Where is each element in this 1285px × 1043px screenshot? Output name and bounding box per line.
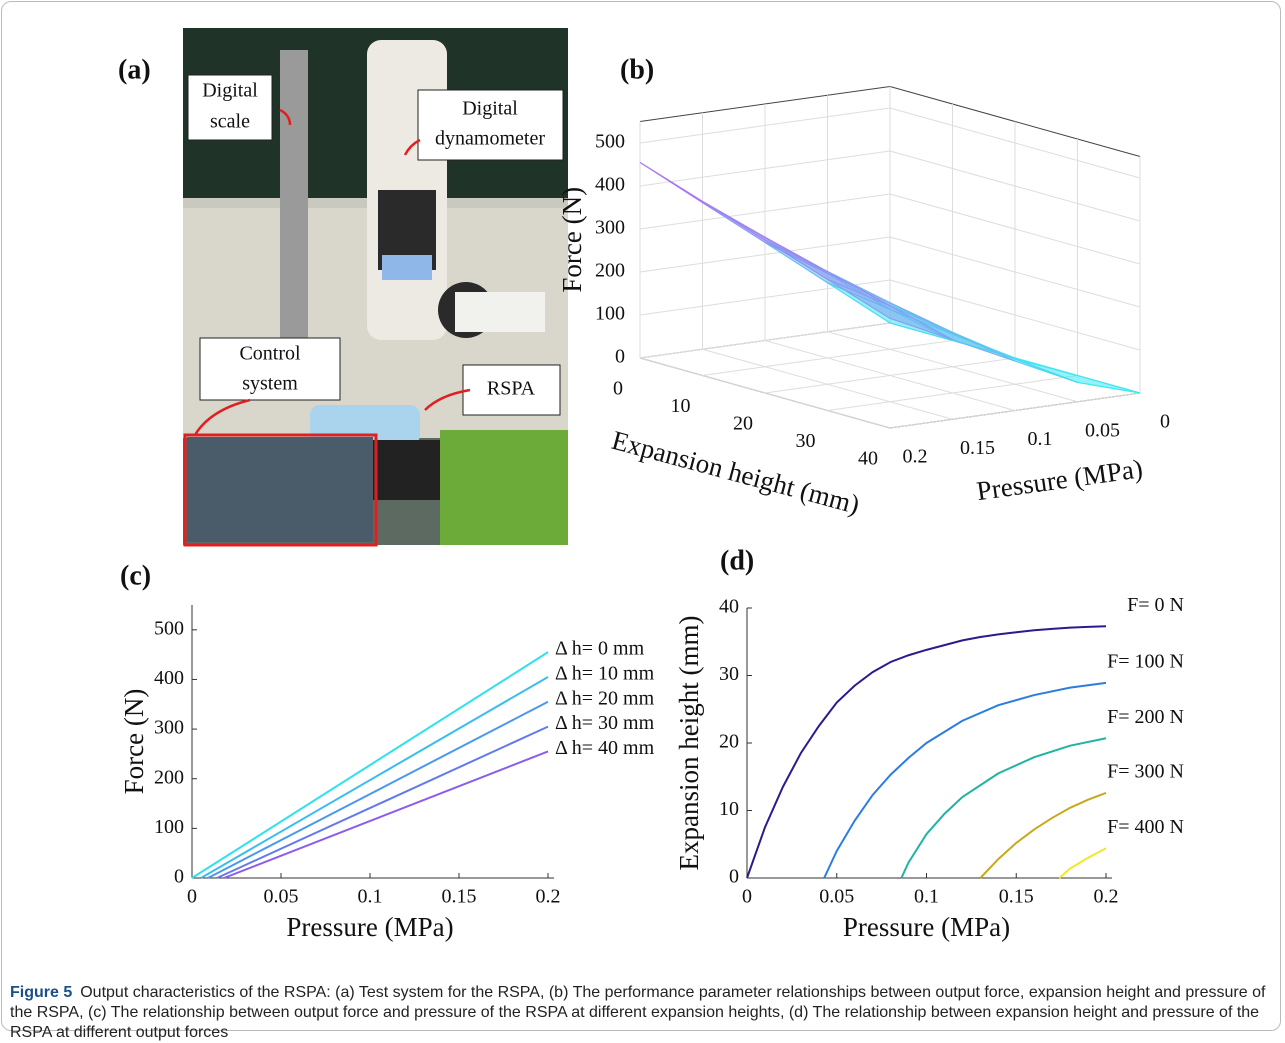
series-line	[207, 700, 549, 879]
series-line	[979, 792, 1107, 879]
series-line	[216, 725, 549, 879]
x-axis-label: Pressure (MPa)	[286, 912, 453, 942]
y-tick-label: 20	[733, 413, 753, 435]
grid-line	[889, 392, 1141, 429]
series-label: F= 100 N	[1107, 651, 1184, 673]
annotation-box	[187, 74, 273, 141]
red-box	[183, 433, 378, 547]
control-box	[187, 437, 373, 542]
annotation: Digital	[202, 80, 258, 102]
y-tick-label: 30	[719, 663, 739, 685]
x-tick-label: 0.05	[819, 886, 854, 908]
grid-line	[639, 322, 891, 359]
y-tick-label: 100	[154, 816, 184, 838]
annotation-box	[199, 337, 341, 401]
annotation: Digital	[462, 98, 518, 120]
socket	[455, 292, 545, 332]
series-line	[223, 750, 549, 879]
series-line	[1058, 847, 1107, 879]
y-tick-label: 0	[613, 378, 623, 400]
annotation: system	[242, 373, 298, 395]
arrow	[193, 108, 471, 436]
series-label: Δ h= 30 mm	[555, 712, 655, 734]
series-line	[900, 737, 1107, 879]
x-tick-label: 0	[1160, 411, 1170, 433]
y-tick-label: 500	[154, 617, 184, 639]
z-tick-label: 500	[595, 131, 625, 153]
grid-line	[702, 340, 953, 376]
booklet	[440, 430, 568, 545]
series-label: Δ h= 20 mm	[555, 687, 655, 709]
surface-patch	[827, 278, 953, 341]
display	[382, 255, 432, 280]
z-tick-label: 400	[595, 174, 625, 196]
figure: (a) Digital scale Digital dynamometer Co…	[118, 28, 1184, 942]
z-tick-label: 100	[595, 303, 625, 325]
panel-label: (b)	[620, 54, 654, 85]
grid-line	[764, 357, 1016, 394]
y-tick-label: 0	[729, 866, 739, 888]
x-tick-label: 0	[187, 886, 197, 908]
annotation: Control	[239, 343, 301, 365]
y-tick-label: 20	[719, 731, 739, 753]
caption-text: Output characteristics of the RSPA: (a) …	[10, 984, 1266, 1041]
x-axis-label: Pressure (MPa)	[975, 453, 1145, 506]
z-tick-label: 0	[615, 346, 625, 368]
y-tick-label: 10	[719, 798, 739, 820]
y-tick-label: 200	[154, 766, 184, 788]
series-label: F= 400 N	[1107, 816, 1184, 838]
y-tick-label: 10	[671, 395, 691, 417]
x-tick-label: 0.15	[999, 886, 1034, 908]
panel-label: (d)	[720, 545, 754, 576]
caption: Figure 5 Output characteristics of the RS…	[10, 983, 1272, 1043]
scale-bar	[280, 50, 308, 350]
x-tick-label: 0.05	[264, 886, 299, 908]
series-line	[191, 651, 549, 879]
x-tick-label: 0.2	[536, 886, 561, 908]
x-tick-label: 0	[742, 886, 752, 908]
series-label: F= 200 N	[1107, 706, 1184, 728]
x-tick-label: 0.05	[1085, 419, 1120, 441]
x-tick-label: 0.15	[442, 886, 477, 908]
x-tick-label: 0.2	[903, 446, 928, 468]
z-tick-label: 200	[595, 260, 625, 282]
x-tick-label: 0.2	[1094, 886, 1119, 908]
y-tick-label: 30	[796, 430, 816, 452]
x-tick-label: 0.1	[914, 886, 939, 908]
series-line	[746, 625, 1107, 879]
series-label: Δ h= 10 mm	[555, 663, 655, 685]
z-axis-label: Force (N)	[557, 187, 587, 293]
annotation-box	[417, 89, 564, 161]
y-axis-label: Expansion height (mm)	[609, 425, 863, 520]
annotation-box	[462, 364, 561, 416]
series-line	[200, 676, 549, 879]
x-tick-label: 0.15	[960, 437, 995, 459]
annotation: dynamometer	[435, 128, 545, 150]
z-tick-label: 300	[595, 217, 625, 239]
annotation: scale	[210, 111, 250, 133]
caption-label: Figure 5	[10, 984, 73, 1001]
annotation: RSPA	[487, 378, 536, 400]
x-tick-label: 0.1	[358, 886, 383, 908]
x-tick-label: 0.1	[1028, 428, 1053, 450]
y-axis-label: Expansion height (mm)	[674, 616, 704, 871]
series-label: Δ h= 40 mm	[555, 737, 655, 759]
panel-label: (a)	[118, 54, 151, 85]
y-tick-label: 0	[174, 866, 184, 888]
y-tick-label: 300	[154, 717, 184, 739]
x-axis-label: Pressure (MPa)	[843, 912, 1010, 942]
series-label: Δ h= 0 mm	[555, 638, 645, 660]
series-line	[823, 681, 1107, 879]
panel-label: (c)	[120, 560, 151, 591]
y-tick-label: 40	[858, 448, 878, 470]
series-label: F= 0 N	[1127, 594, 1184, 616]
grid-line	[827, 375, 1078, 411]
y-tick-label: 400	[154, 667, 184, 689]
y-tick-label: 40	[719, 596, 739, 618]
y-axis-label: Force (N)	[119, 689, 149, 795]
series-label: F= 300 N	[1107, 761, 1184, 783]
photo: (a) Digital scale Digital dynamometer Co…	[118, 28, 568, 547]
